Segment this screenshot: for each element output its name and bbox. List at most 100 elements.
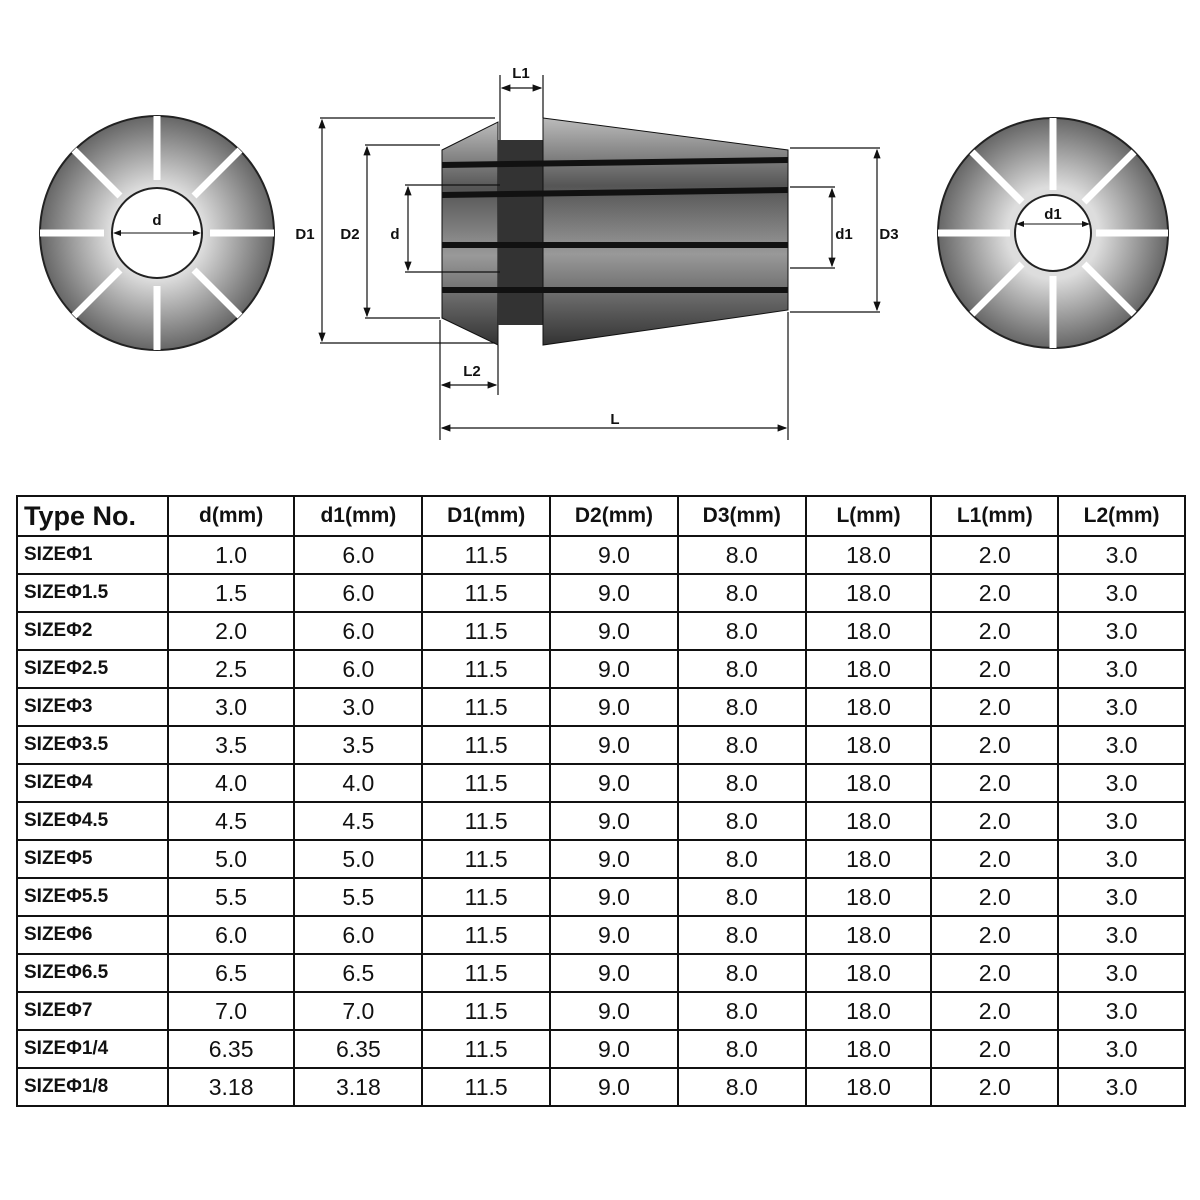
- value-cell: 1.5: [166, 573, 296, 613]
- value-cell: 3.18: [166, 1067, 296, 1107]
- value-cell: 3.0: [1057, 725, 1186, 765]
- value-cell: 3.0: [1057, 915, 1186, 955]
- value-cell: 18.0: [804, 915, 933, 955]
- column-header: Type No.: [16, 495, 169, 537]
- value-cell: 8.0: [676, 687, 807, 727]
- type-cell: SIZEΦ7: [16, 991, 169, 1031]
- value-cell: 3.0: [1057, 611, 1186, 651]
- table-row: SIZEΦ1/8 3.18 3.18 11.5 9.0 8.0 18.0 2.0 3.0: [16, 1067, 1186, 1107]
- value-cell: 2.0: [930, 953, 1060, 993]
- value-cell: 6.35: [293, 1029, 424, 1069]
- value-cell: 6.0: [166, 915, 296, 955]
- value-cell: 8.0: [676, 915, 807, 955]
- label-d-front: d: [152, 212, 161, 229]
- table-row: SIZEΦ5.5 5.5 5.5 11.5 9.0 8.0 18.0 2.0 3.0: [16, 877, 1186, 917]
- value-cell: 8.0: [676, 877, 807, 917]
- value-cell: 3.18: [293, 1067, 424, 1107]
- value-cell: 8.0: [676, 839, 807, 879]
- value-cell: 8.0: [676, 649, 807, 689]
- table-header-row: Type No. d(mm) d1(mm) D1(mm) D2(mm) D3(mm) L(m…: [16, 495, 1186, 537]
- collet-side-view: D1 D2 d d1 D3 L1 L2 L: [295, 65, 899, 440]
- value-cell: 4.5: [166, 801, 296, 841]
- table-row: SIZEΦ2 2.0 6.0 11.5 9.0 8.0 18.0 2.0 3.0: [16, 611, 1186, 651]
- value-cell: 8.0: [676, 611, 807, 651]
- value-cell: 11.5: [421, 687, 552, 727]
- value-cell: 4.0: [293, 763, 424, 803]
- label-D1: D1: [295, 226, 314, 243]
- value-cell: 9.0: [549, 725, 679, 765]
- type-cell: SIZEΦ2: [16, 611, 169, 651]
- value-cell: 9.0: [549, 839, 679, 879]
- value-cell: 2.0: [930, 725, 1060, 765]
- value-cell: 2.0: [930, 1029, 1060, 1069]
- value-cell: 3.0: [166, 687, 296, 727]
- value-cell: 2.0: [930, 611, 1060, 651]
- value-cell: 18.0: [804, 953, 933, 993]
- value-cell: 9.0: [549, 915, 679, 955]
- column-header: D3(mm): [676, 495, 807, 537]
- type-cell: SIZEΦ6.5: [16, 953, 169, 993]
- value-cell: 8.0: [676, 991, 807, 1031]
- value-cell: 11.5: [421, 535, 552, 575]
- value-cell: 6.5: [166, 953, 296, 993]
- label-d1: d1: [835, 226, 853, 243]
- value-cell: 18.0: [804, 1029, 933, 1069]
- value-cell: 9.0: [549, 687, 679, 727]
- type-cell: SIZEΦ4.5: [16, 801, 169, 841]
- value-cell: 3.0: [1057, 801, 1186, 841]
- value-cell: 18.0: [804, 839, 933, 879]
- value-cell: 3.0: [1057, 573, 1186, 613]
- value-cell: 2.0: [930, 1067, 1060, 1107]
- value-cell: 11.5: [421, 649, 552, 689]
- value-cell: 9.0: [549, 1067, 679, 1107]
- value-cell: 11.5: [421, 953, 552, 993]
- table-row: SIZEΦ1/4 6.35 6.35 11.5 9.0 8.0 18.0 2.0 3.0: [16, 1029, 1186, 1069]
- value-cell: 1.0: [166, 535, 296, 575]
- value-cell: 18.0: [804, 877, 933, 917]
- column-header: L1(mm): [930, 495, 1060, 537]
- value-cell: 11.5: [421, 763, 552, 803]
- label-L: L: [610, 411, 619, 428]
- value-cell: 6.0: [293, 649, 424, 689]
- type-cell: SIZEΦ5.5: [16, 877, 169, 917]
- value-cell: 2.5: [166, 649, 296, 689]
- type-cell: SIZEΦ4: [16, 763, 169, 803]
- type-cell: SIZEΦ1/4: [16, 1029, 169, 1069]
- value-cell: 18.0: [804, 649, 933, 689]
- label-L2: L2: [463, 363, 481, 380]
- value-cell: 7.0: [166, 991, 296, 1031]
- type-cell: SIZEΦ1: [16, 535, 169, 575]
- value-cell: 11.5: [421, 611, 552, 651]
- value-cell: 2.0: [930, 839, 1060, 879]
- value-cell: 3.0: [1057, 991, 1186, 1031]
- value-cell: 8.0: [676, 801, 807, 841]
- value-cell: 9.0: [549, 649, 679, 689]
- value-cell: 3.5: [293, 725, 424, 765]
- value-cell: 3.0: [1057, 953, 1186, 993]
- value-cell: 8.0: [676, 1067, 807, 1107]
- value-cell: 11.5: [421, 991, 552, 1031]
- collet-front-view: d: [39, 115, 275, 351]
- label-L1: L1: [512, 65, 530, 82]
- value-cell: 6.0: [293, 915, 424, 955]
- value-cell: 3.5: [166, 725, 296, 765]
- value-cell: 11.5: [421, 877, 552, 917]
- value-cell: 2.0: [166, 611, 296, 651]
- value-cell: 8.0: [676, 725, 807, 765]
- value-cell: 2.0: [930, 763, 1060, 803]
- value-cell: 8.0: [676, 535, 807, 575]
- table-row: SIZEΦ2.5 2.5 6.0 11.5 9.0 8.0 18.0 2.0 3.0: [16, 649, 1186, 689]
- value-cell: 18.0: [804, 687, 933, 727]
- value-cell: 9.0: [549, 877, 679, 917]
- column-header: d1(mm): [293, 495, 424, 537]
- value-cell: 5.5: [166, 877, 296, 917]
- value-cell: 5.0: [293, 839, 424, 879]
- value-cell: 11.5: [421, 573, 552, 613]
- value-cell: 2.0: [930, 915, 1060, 955]
- value-cell: 6.35: [166, 1029, 296, 1069]
- table-row: SIZEΦ3.5 3.5 3.5 11.5 9.0 8.0 18.0 2.0 3.0: [16, 725, 1186, 765]
- type-cell: SIZEΦ1.5: [16, 573, 169, 613]
- label-d: d: [390, 226, 399, 243]
- value-cell: 2.0: [930, 687, 1060, 727]
- value-cell: 6.0: [293, 573, 424, 613]
